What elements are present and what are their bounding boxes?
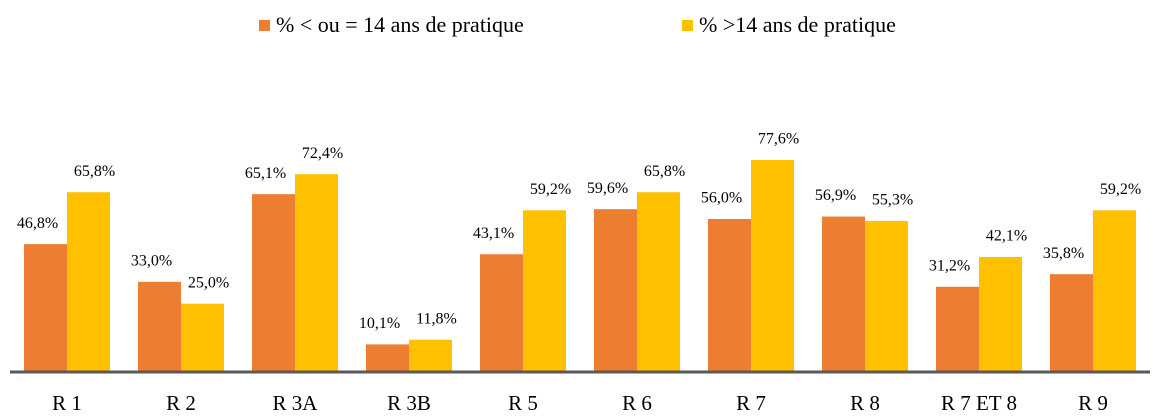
x-tick-label: R 5 (508, 391, 538, 415)
bar (594, 209, 637, 372)
data-label: 25,0% (188, 274, 229, 291)
data-label: 65,8% (74, 163, 115, 180)
bar (24, 244, 67, 372)
bar (480, 254, 523, 372)
bar (181, 303, 224, 372)
data-label: 42,1% (986, 228, 1027, 245)
legend-swatch (682, 20, 693, 31)
data-label: 59,2% (530, 181, 571, 198)
x-tick-label: R 7 ET 8 (941, 391, 1017, 415)
legend-swatch (259, 20, 270, 31)
data-label: 65,8% (644, 163, 685, 180)
bar (708, 219, 751, 372)
legend-label: % >14 ans de pratique (699, 12, 896, 37)
data-label: 77,6% (758, 131, 799, 148)
x-tick-label: R 9 (1078, 391, 1108, 415)
data-label: 72,4% (302, 145, 343, 162)
data-label: 56,9% (815, 187, 856, 204)
x-tick-label: R 8 (850, 391, 880, 415)
bar (252, 194, 295, 372)
x-tick-label: R 6 (622, 391, 652, 415)
data-label: 10,1% (359, 315, 400, 332)
bar (979, 256, 1022, 372)
data-label: 11,8% (416, 310, 457, 327)
bar (295, 174, 338, 372)
bar (1093, 210, 1136, 372)
data-label: 35,8% (1043, 245, 1084, 262)
bar (67, 192, 110, 372)
bar (822, 216, 865, 372)
x-tick-label: R 2 (166, 391, 196, 415)
bar (366, 344, 409, 372)
bar (138, 281, 181, 372)
bar (865, 220, 908, 372)
bar (523, 210, 566, 372)
data-label: 33,0% (131, 253, 172, 270)
data-label: 43,1% (473, 225, 514, 242)
bar (1050, 274, 1093, 372)
data-label: 31,2% (929, 257, 970, 274)
x-tick-label: R 7 (736, 391, 766, 415)
data-label: 59,2% (1100, 181, 1141, 198)
data-label: 55,3% (872, 192, 913, 209)
bar (936, 286, 979, 372)
x-tick-label: R 1 (52, 391, 82, 415)
data-label: 46,8% (17, 215, 58, 232)
bar (751, 159, 794, 372)
data-label: 65,1% (245, 165, 286, 182)
data-label: 56,0% (701, 190, 742, 207)
bar (637, 192, 680, 372)
bar (409, 339, 452, 372)
x-tick-label: R 3B (387, 391, 431, 415)
x-tick-label: R 3A (273, 391, 319, 415)
data-label: 59,6% (587, 180, 628, 197)
legend-label: % < ou = 14 ans de pratique (276, 12, 524, 37)
